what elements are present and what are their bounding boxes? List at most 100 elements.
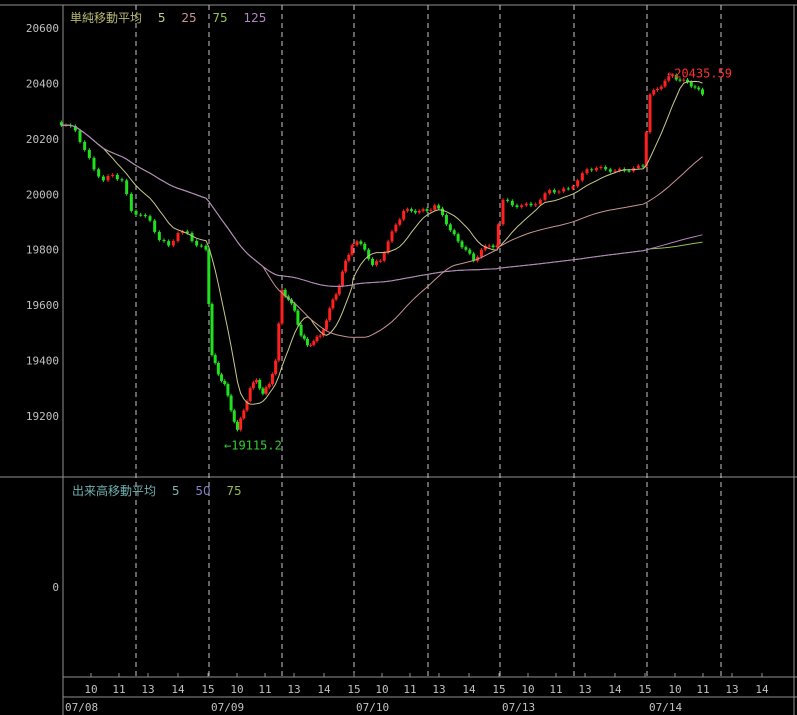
candle-body <box>321 329 325 336</box>
hour-tick-label: 11 <box>403 683 416 696</box>
y-tick-label: 19200 <box>26 410 59 423</box>
price-legend-title: 単純移動平均 <box>70 11 143 25</box>
hour-tick-label: 14 <box>317 683 331 696</box>
candle-body <box>347 254 351 261</box>
candle-body <box>674 75 678 80</box>
candle-body <box>510 200 514 206</box>
date-label: 07/14 <box>649 701 682 714</box>
candle-body <box>334 294 338 300</box>
candle-body <box>613 170 617 172</box>
candle-body <box>433 205 437 210</box>
candle-body <box>258 379 262 389</box>
candle-body <box>315 336 319 342</box>
candle-body <box>134 210 138 215</box>
low-price-annotation: ←19115.2 <box>224 438 282 452</box>
candle-body <box>245 400 249 411</box>
candle-body <box>686 79 689 83</box>
candle-body <box>641 165 645 167</box>
candle-body <box>444 215 448 225</box>
candle-body <box>264 387 268 394</box>
candle-body <box>452 230 456 235</box>
candle-body <box>644 132 648 167</box>
candle-body <box>328 308 332 321</box>
candle-body <box>293 303 297 311</box>
candle-body <box>115 174 119 180</box>
hour-tick-label: 11 <box>549 683 562 696</box>
candle-body <box>83 141 87 150</box>
hour-tick-label: 11 <box>112 683 125 696</box>
candle-body <box>207 249 211 304</box>
candle-body <box>472 253 476 261</box>
candle-body <box>267 384 271 388</box>
ma-25-line <box>61 124 703 338</box>
ma-125-line <box>61 124 703 287</box>
date-label: 07/13 <box>502 701 535 714</box>
candle-body <box>226 384 230 396</box>
hour-tick-label: 14 <box>755 683 769 696</box>
candle-body <box>344 260 348 272</box>
candle-body <box>456 234 460 242</box>
candle-body <box>296 310 300 325</box>
candle-body <box>501 199 505 225</box>
candle-body <box>386 241 390 253</box>
candle-body <box>204 245 208 250</box>
candle-body <box>302 335 306 339</box>
candle-body <box>552 190 556 193</box>
candle-body <box>120 179 124 181</box>
candle-body <box>290 299 294 304</box>
candle-body <box>235 421 239 430</box>
candle-body <box>585 169 589 174</box>
candle-body <box>195 240 199 246</box>
candle-body <box>111 174 115 176</box>
candle-body <box>417 210 421 213</box>
candle-body <box>167 241 171 246</box>
candle-body <box>608 169 612 172</box>
candle-body <box>171 240 175 246</box>
candle-body <box>682 79 686 81</box>
candle-body <box>689 82 693 87</box>
candle-body <box>656 88 659 91</box>
volume-legend-title: 出来高移動平均 <box>72 484 157 498</box>
candle-body <box>402 210 406 220</box>
candle-body <box>162 239 166 242</box>
candle-body <box>299 324 303 336</box>
candle-body <box>87 149 91 158</box>
candle-body <box>190 233 194 241</box>
candle-body <box>437 205 441 209</box>
candle-body <box>390 231 394 242</box>
candle-body <box>627 170 631 172</box>
candle-body <box>350 245 354 255</box>
candle-body <box>248 388 252 401</box>
volume-y-tick-label: 0 <box>52 581 59 594</box>
candle-body <box>460 241 464 248</box>
hour-tick-label: 10 <box>230 683 243 696</box>
hour-tick-label: 11 <box>696 683 709 696</box>
candle-body <box>479 249 483 257</box>
candle-body <box>309 344 313 346</box>
candle-body <box>125 180 129 194</box>
hour-tick-label: 13 <box>725 683 738 696</box>
candle-body <box>524 203 528 206</box>
candle-body <box>318 335 322 337</box>
candle-body <box>153 220 157 232</box>
candle-body <box>693 86 697 88</box>
volume-ma-legend: 出来高移動平均 5 50 75 <box>72 482 254 499</box>
candle-body <box>429 209 433 211</box>
candle-body <box>367 249 371 259</box>
hour-tick-label: 14 <box>462 683 476 696</box>
candle-body <box>59 122 63 126</box>
candle-body <box>618 169 622 171</box>
date-label: 07/08 <box>65 701 98 714</box>
date-label: 07/10 <box>356 701 389 714</box>
candle-body <box>239 418 243 430</box>
candle-body <box>185 231 189 234</box>
candle-body <box>101 176 105 181</box>
y-tick-label: 20200 <box>26 133 59 146</box>
candle-body <box>92 157 96 170</box>
candle-body <box>106 175 110 181</box>
candle-body <box>667 76 671 81</box>
candle-body <box>487 245 491 247</box>
candle-body <box>648 94 652 133</box>
candle-body <box>590 169 594 171</box>
